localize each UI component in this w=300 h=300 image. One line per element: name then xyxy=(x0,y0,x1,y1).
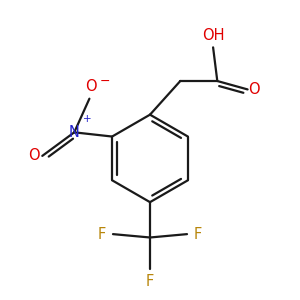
Text: +: + xyxy=(82,114,91,124)
Text: −: − xyxy=(99,75,110,88)
Text: OH: OH xyxy=(202,28,224,43)
Text: N: N xyxy=(69,125,80,140)
Text: O: O xyxy=(85,80,97,94)
Text: O: O xyxy=(248,82,259,97)
Text: O: O xyxy=(28,148,40,164)
Text: F: F xyxy=(146,274,154,289)
Text: F: F xyxy=(194,226,202,242)
Text: F: F xyxy=(98,226,106,242)
